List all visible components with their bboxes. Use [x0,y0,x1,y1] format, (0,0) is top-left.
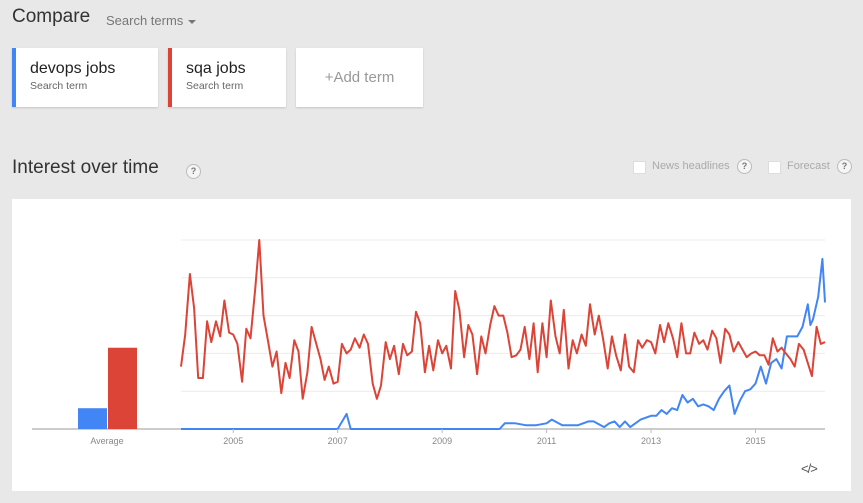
interest-chart-panel: Average 2005 2007 2009 2011 2013 2015 </> [12,199,851,491]
caret-down-icon [188,19,197,24]
forecast-checkbox[interactable] [768,161,781,174]
forecast-help-icon[interactable]: ? [837,159,852,174]
term-name: sqa jobs [186,60,246,77]
forecast-label: Forecast [787,160,830,172]
x-tick-label: 2009 [432,436,452,446]
interest-chart: Average 2005 2007 2009 2011 2013 2015 [32,239,826,446]
term-color-bar [168,48,172,107]
average-bar-sqa-jobs [108,347,137,429]
add-term-label: Add term [333,69,395,86]
x-tick-label: 2015 [746,436,766,446]
series-line-devops-jobs [181,257,826,430]
section-title: Interest over time [12,157,159,178]
series-line-sqa-jobs [180,239,826,400]
news-headlines-label: News headlines [652,160,730,172]
term-name: devops jobs [30,60,116,77]
x-tick-label: 2007 [328,436,348,446]
term-card-sqa-jobs[interactable]: sqa jobs Search term [168,48,286,107]
term-subtitle: Search term [30,80,88,92]
x-tick-label: 2005 [223,436,243,446]
news-help-icon[interactable]: ? [737,159,752,174]
plus-icon: + [324,69,334,86]
average-label: Average [90,436,123,446]
add-term-button[interactable]: +Add term [296,48,423,107]
search-terms-label: Search terms [106,13,184,28]
term-subtitle: Search term [186,80,244,92]
embed-code-button[interactable]: </> [801,461,818,476]
term-color-bar [12,48,16,107]
help-icon[interactable]: ? [186,164,201,179]
average-bar-devops-jobs [78,408,107,429]
x-tick-label: 2011 [537,436,556,446]
compare-title: Compare [12,6,91,27]
x-tick-label: 2013 [641,436,661,446]
term-card-devops-jobs[interactable]: devops jobs Search term [12,48,158,107]
news-headlines-checkbox[interactable] [633,161,646,174]
search-terms-dropdown[interactable]: Search terms [106,13,197,28]
